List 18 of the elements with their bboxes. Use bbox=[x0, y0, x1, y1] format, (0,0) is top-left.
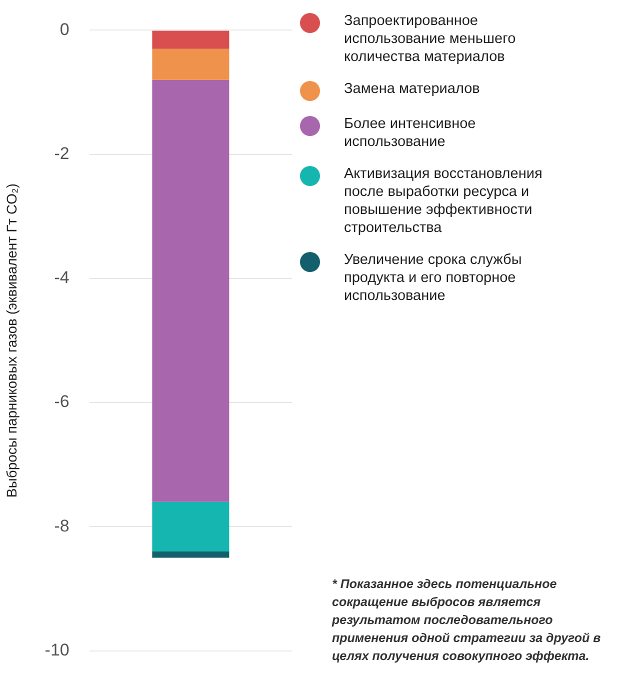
y-tick-label: 0 bbox=[60, 20, 70, 39]
y-tick-label: -10 bbox=[44, 640, 70, 660]
bar bbox=[152, 552, 230, 558]
legend-label: Увеличение срока службы продукта и его повторное использование bbox=[344, 251, 523, 305]
legend-label: Активизация восстановления после выработки ресурса и повышение эффективности строительства bbox=[344, 165, 544, 237]
y-tick-label: -4 bbox=[54, 268, 70, 288]
legend-label: Запроектированное использование меньшего количества материалов bbox=[344, 12, 517, 66]
text: * Показанное здесь потенциальное сокращение выбросов является результатом последовательного применения одной стратегии за другой в целях получения совокупного эффекта. bbox=[332, 576, 602, 665]
legend-label: Замена материалов bbox=[344, 80, 480, 98]
bar bbox=[152, 48, 230, 80]
bar bbox=[152, 502, 230, 552]
y-axis-title: Выбросы парниковых газов (эквивалент Гт CO₂) bbox=[3, 183, 20, 498]
bar bbox=[152, 30, 230, 49]
y-tick-label: -6 bbox=[54, 392, 70, 412]
y-tick-label: -2 bbox=[54, 144, 70, 164]
bar bbox=[152, 80, 230, 502]
y-tick-label: -8 bbox=[54, 516, 70, 536]
legend-label: Более интенсивное использование bbox=[344, 115, 477, 151]
